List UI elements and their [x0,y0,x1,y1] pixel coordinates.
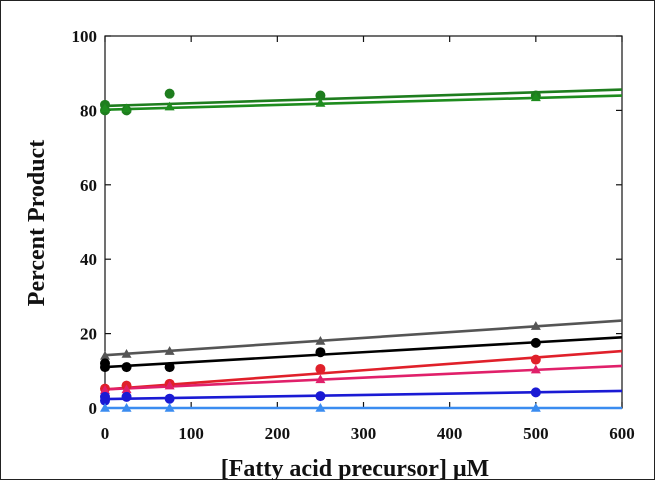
data-point [530,337,541,348]
data-point [315,391,326,402]
data-point [315,403,326,412]
data-point [100,350,110,360]
data-point [121,362,132,373]
data-point [100,103,110,113]
tick-labels: 0 100 200 300 400 500 600 0 20 40 60 80 100 [72,27,635,443]
data-point [530,403,541,412]
x-tick-label: 500 [523,424,549,443]
y-tick-label: 80 [80,101,97,120]
data-point [530,321,541,330]
y-tick-label: 40 [80,250,97,269]
data-point [315,374,326,384]
y-axis-title: Percent Product [24,140,50,306]
data-point [164,393,175,404]
data-point [121,349,132,358]
x-tick-label: 0 [101,424,110,443]
data-point [315,97,326,107]
fit-line-6 [104,389,623,401]
data-point [121,391,132,402]
data-point [164,362,175,373]
fit-lines [104,88,623,410]
data-point [164,88,175,99]
data-point [121,384,132,394]
fit-line-3 [104,336,623,369]
y-tick-label: 100 [72,27,98,46]
y-tick-label: 20 [80,325,97,344]
data-point [100,385,110,394]
x-tick-label: 300 [351,424,377,443]
data-point [315,363,326,374]
y-tick-label: 60 [80,176,97,195]
fit-line-2 [104,319,623,357]
x-tick-label: 200 [265,424,291,443]
data-point [530,364,541,374]
x-tick-label: 600 [609,424,635,443]
data-point [121,103,132,113]
data-point [121,403,132,412]
data-points [100,88,541,412]
data-point [530,354,541,365]
data-point [315,90,326,101]
x-tick-label: 100 [178,424,204,443]
data-point [164,403,175,412]
data-point [315,336,326,345]
data-point [100,403,110,412]
data-point [100,362,110,373]
data-point [100,395,110,406]
y-tick-label: 0 [89,399,98,418]
data-point [315,347,326,358]
data-point [530,92,541,102]
data-point [164,380,175,390]
data-point [530,387,541,398]
x-tick-label: 400 [437,424,463,443]
x-axis-title: [Fatty acid precursor] μM [221,456,489,480]
data-point [164,101,175,111]
data-point [164,346,175,355]
